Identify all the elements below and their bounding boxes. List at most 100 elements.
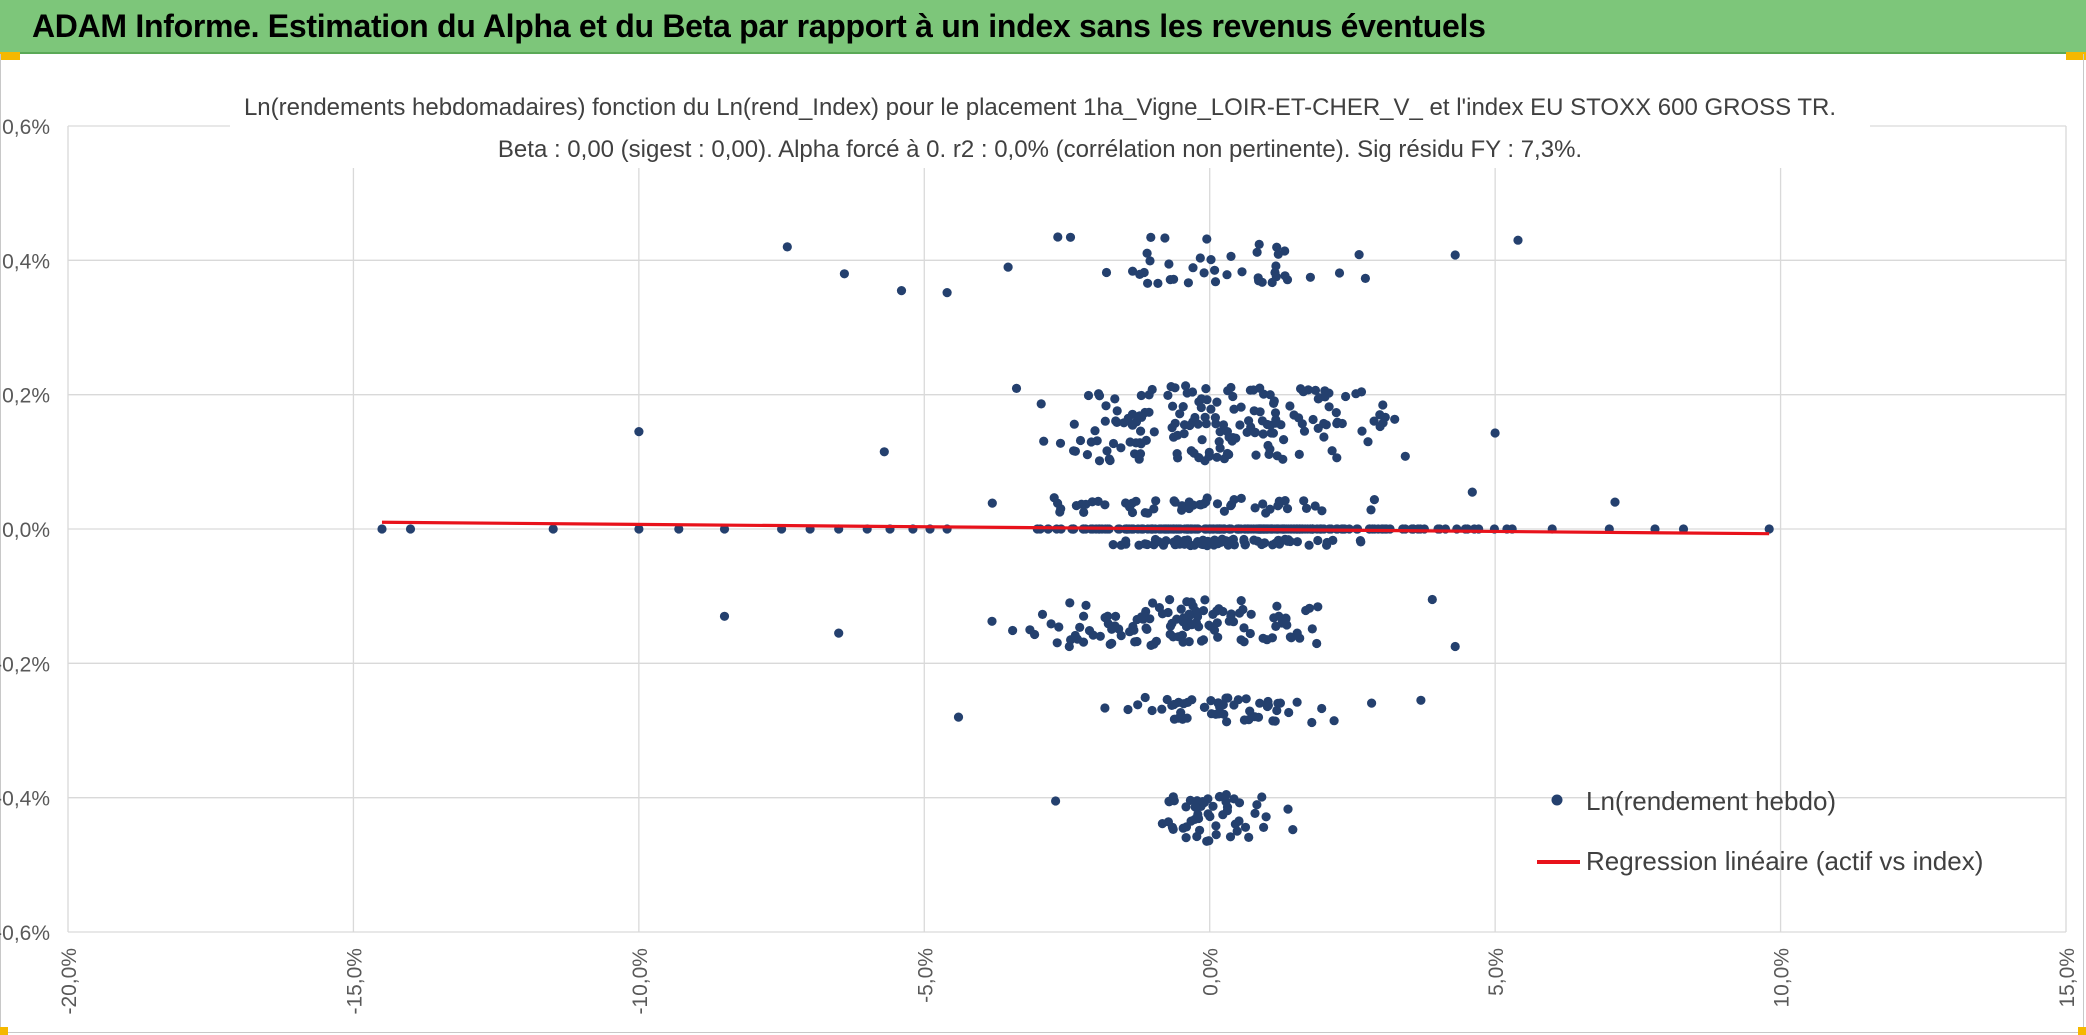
data-point (1250, 503, 1260, 513)
data-point (1400, 451, 1410, 461)
data-point (1143, 508, 1153, 518)
data-point (1108, 438, 1119, 449)
data-points (377, 232, 1774, 846)
data-point (1196, 636, 1207, 646)
data-point (1195, 253, 1205, 263)
data-point (1168, 401, 1178, 411)
data-point (1167, 423, 1177, 433)
data-point (1116, 443, 1126, 453)
data-point (834, 628, 844, 638)
data-point (1258, 429, 1268, 439)
data-point (1236, 493, 1246, 503)
data-point (1212, 618, 1222, 628)
data-point (1270, 267, 1280, 278)
data-point (1257, 277, 1267, 287)
data-point (1184, 503, 1194, 514)
data-point (1136, 426, 1146, 436)
data-point (1329, 716, 1339, 726)
data-point (1490, 428, 1500, 438)
data-point (1053, 232, 1063, 242)
data-point (1188, 263, 1198, 273)
data-point (1075, 435, 1086, 446)
data-point (1185, 795, 1195, 806)
data-point (1128, 266, 1138, 276)
data-point (1218, 420, 1229, 430)
data-point (1331, 408, 1341, 418)
data-point (1233, 695, 1243, 705)
data-point (1189, 540, 1199, 550)
data-point (1069, 419, 1079, 429)
data-point (1206, 696, 1216, 706)
data-point (1267, 277, 1277, 288)
data-point (1228, 433, 1238, 443)
data-point (1303, 385, 1313, 395)
data-point (1254, 239, 1264, 249)
data-point (1235, 420, 1245, 430)
x-tick-label: 5,0% (1485, 948, 1508, 996)
y-tick-label: 0,4% (2, 250, 50, 273)
data-point (1285, 632, 1295, 642)
data-point (1198, 606, 1209, 616)
data-point (1255, 407, 1265, 417)
data-point (1169, 432, 1179, 442)
data-point (1133, 412, 1143, 422)
data-point (1268, 428, 1278, 438)
data-point (1324, 402, 1334, 412)
data-point (1367, 698, 1377, 708)
data-point (1320, 386, 1330, 396)
data-point (1143, 278, 1153, 288)
data-point (1283, 804, 1293, 814)
data-point (1239, 536, 1249, 546)
data-point (1198, 797, 1208, 807)
y-tick-label: 0,6% (2, 116, 50, 139)
data-point (1252, 247, 1262, 257)
data-point (1211, 830, 1221, 840)
data-point (1205, 811, 1215, 822)
data-point (1101, 401, 1111, 411)
report-title: ADAM Informe. Estimation du Alpha et du … (32, 8, 1486, 44)
data-point (1167, 700, 1177, 711)
data-point (1208, 801, 1218, 811)
data-point (953, 712, 964, 722)
data-point (1304, 540, 1314, 550)
data-point (1427, 594, 1437, 605)
data-point (1177, 505, 1187, 515)
data-point (1112, 406, 1122, 416)
data-point (1199, 536, 1209, 546)
data-point (1200, 595, 1210, 605)
data-point (1234, 798, 1245, 808)
data-point (1245, 385, 1255, 395)
data-point (1258, 633, 1268, 643)
data-point (1146, 232, 1156, 242)
data-point (1210, 277, 1221, 287)
data-point (1271, 621, 1281, 632)
legend-label-regression: Regression linéaire (actif vs index) (1586, 846, 1983, 876)
data-point (1240, 822, 1251, 832)
data-point (1181, 381, 1191, 391)
data-point (1165, 595, 1175, 605)
data-point (839, 269, 850, 279)
data-point (1260, 538, 1270, 548)
data-point (1299, 426, 1310, 436)
data-point (1046, 619, 1056, 629)
data-point (1285, 401, 1295, 411)
data-point (1261, 812, 1271, 822)
data-point (1218, 606, 1228, 617)
data-point (1351, 389, 1361, 399)
data-point (1153, 278, 1163, 288)
data-point (1170, 497, 1180, 507)
data-point (1360, 273, 1370, 283)
data-point (1178, 637, 1188, 647)
data-point (1176, 604, 1186, 614)
data-point (1121, 498, 1131, 508)
data-point (377, 524, 387, 534)
data-point (1257, 792, 1267, 802)
data-point (1357, 426, 1367, 436)
chart-title-line1: Ln(rendements hebdomadaires) fonction du… (244, 94, 1836, 121)
data-point (1467, 487, 1477, 497)
data-point (782, 242, 792, 252)
data-point (1083, 390, 1094, 401)
data-point (1513, 235, 1523, 245)
data-point (1112, 417, 1122, 427)
data-point (1100, 416, 1110, 426)
